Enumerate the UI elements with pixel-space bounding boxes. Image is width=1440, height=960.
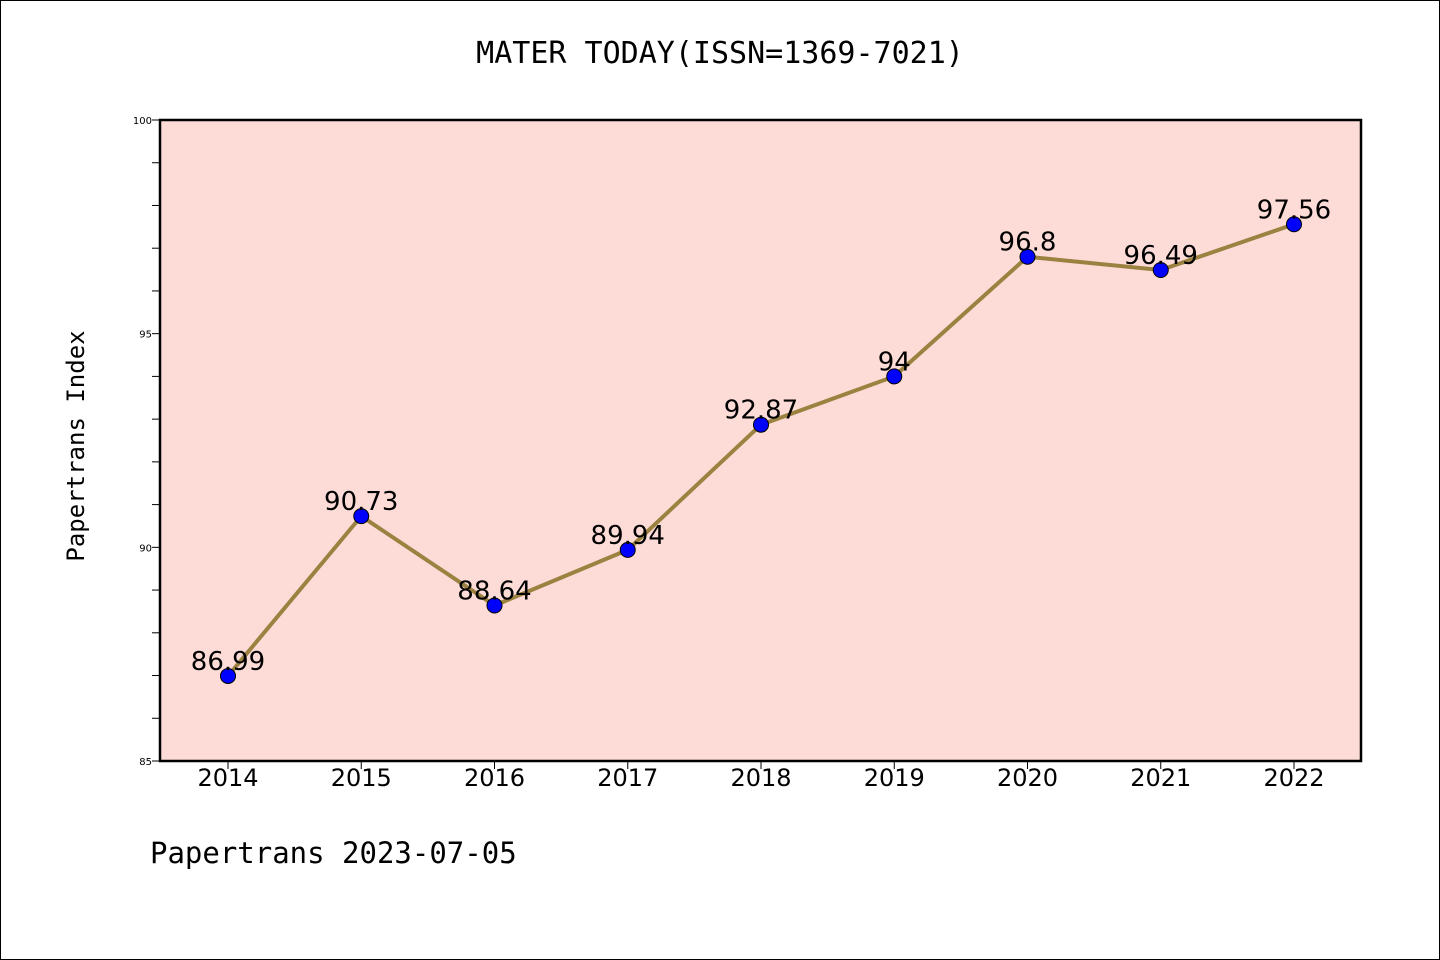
data-point xyxy=(1152,261,1169,278)
data-point xyxy=(1019,248,1036,265)
y-tick-label: 100 xyxy=(133,116,152,127)
data-label: 86.99 xyxy=(191,647,265,677)
data-point xyxy=(1286,216,1302,233)
x-tick-label: 2018 xyxy=(730,764,791,792)
data-point xyxy=(353,508,370,525)
data-label: 94 xyxy=(878,347,911,377)
data-label: 88.64 xyxy=(457,576,531,606)
x-tick-label: 2015 xyxy=(331,764,392,792)
chart-title: MATER TODAY(ISSN=1369-7021) xyxy=(476,36,964,71)
series-layer: 86.99 90.73 88.64 89.94 92.87 94 96.8 96.49 97.5… xyxy=(191,195,1331,684)
plot-border xyxy=(158,118,1363,763)
data-label: 96.49 xyxy=(1124,241,1198,271)
x-tick-label: 2020 xyxy=(997,764,1058,792)
x-tick-label: 2017 xyxy=(597,764,658,792)
data-point xyxy=(486,597,503,614)
data-label: 89.94 xyxy=(591,521,665,551)
x-tick-label: 2021 xyxy=(1130,764,1191,792)
plot-area xyxy=(160,120,1361,761)
y-tick-label: 95 xyxy=(139,330,152,341)
data-label: 97.56 xyxy=(1257,195,1331,225)
data-point xyxy=(753,416,769,433)
y-tick-label: 85 xyxy=(139,757,152,768)
x-tick-label: 2016 xyxy=(464,764,525,792)
data-point xyxy=(886,368,903,385)
data-label: 90.73 xyxy=(324,487,398,517)
y-tick-label: 90 xyxy=(139,543,152,554)
data-point xyxy=(220,667,236,684)
x-tick-label: 2019 xyxy=(864,764,925,792)
footer-credit: Papertrans 2023-07-05 xyxy=(150,836,517,870)
axes: 85 90 95 100 2014 2015 2016 2017 2018 2019 2020 202… xyxy=(133,116,1325,792)
x-tick-label: 2014 xyxy=(197,764,258,792)
data-label: 92.87 xyxy=(724,396,798,426)
data-label: 96.8 xyxy=(999,228,1057,258)
x-tick-label: 2022 xyxy=(1263,764,1324,792)
data-point xyxy=(619,541,636,558)
